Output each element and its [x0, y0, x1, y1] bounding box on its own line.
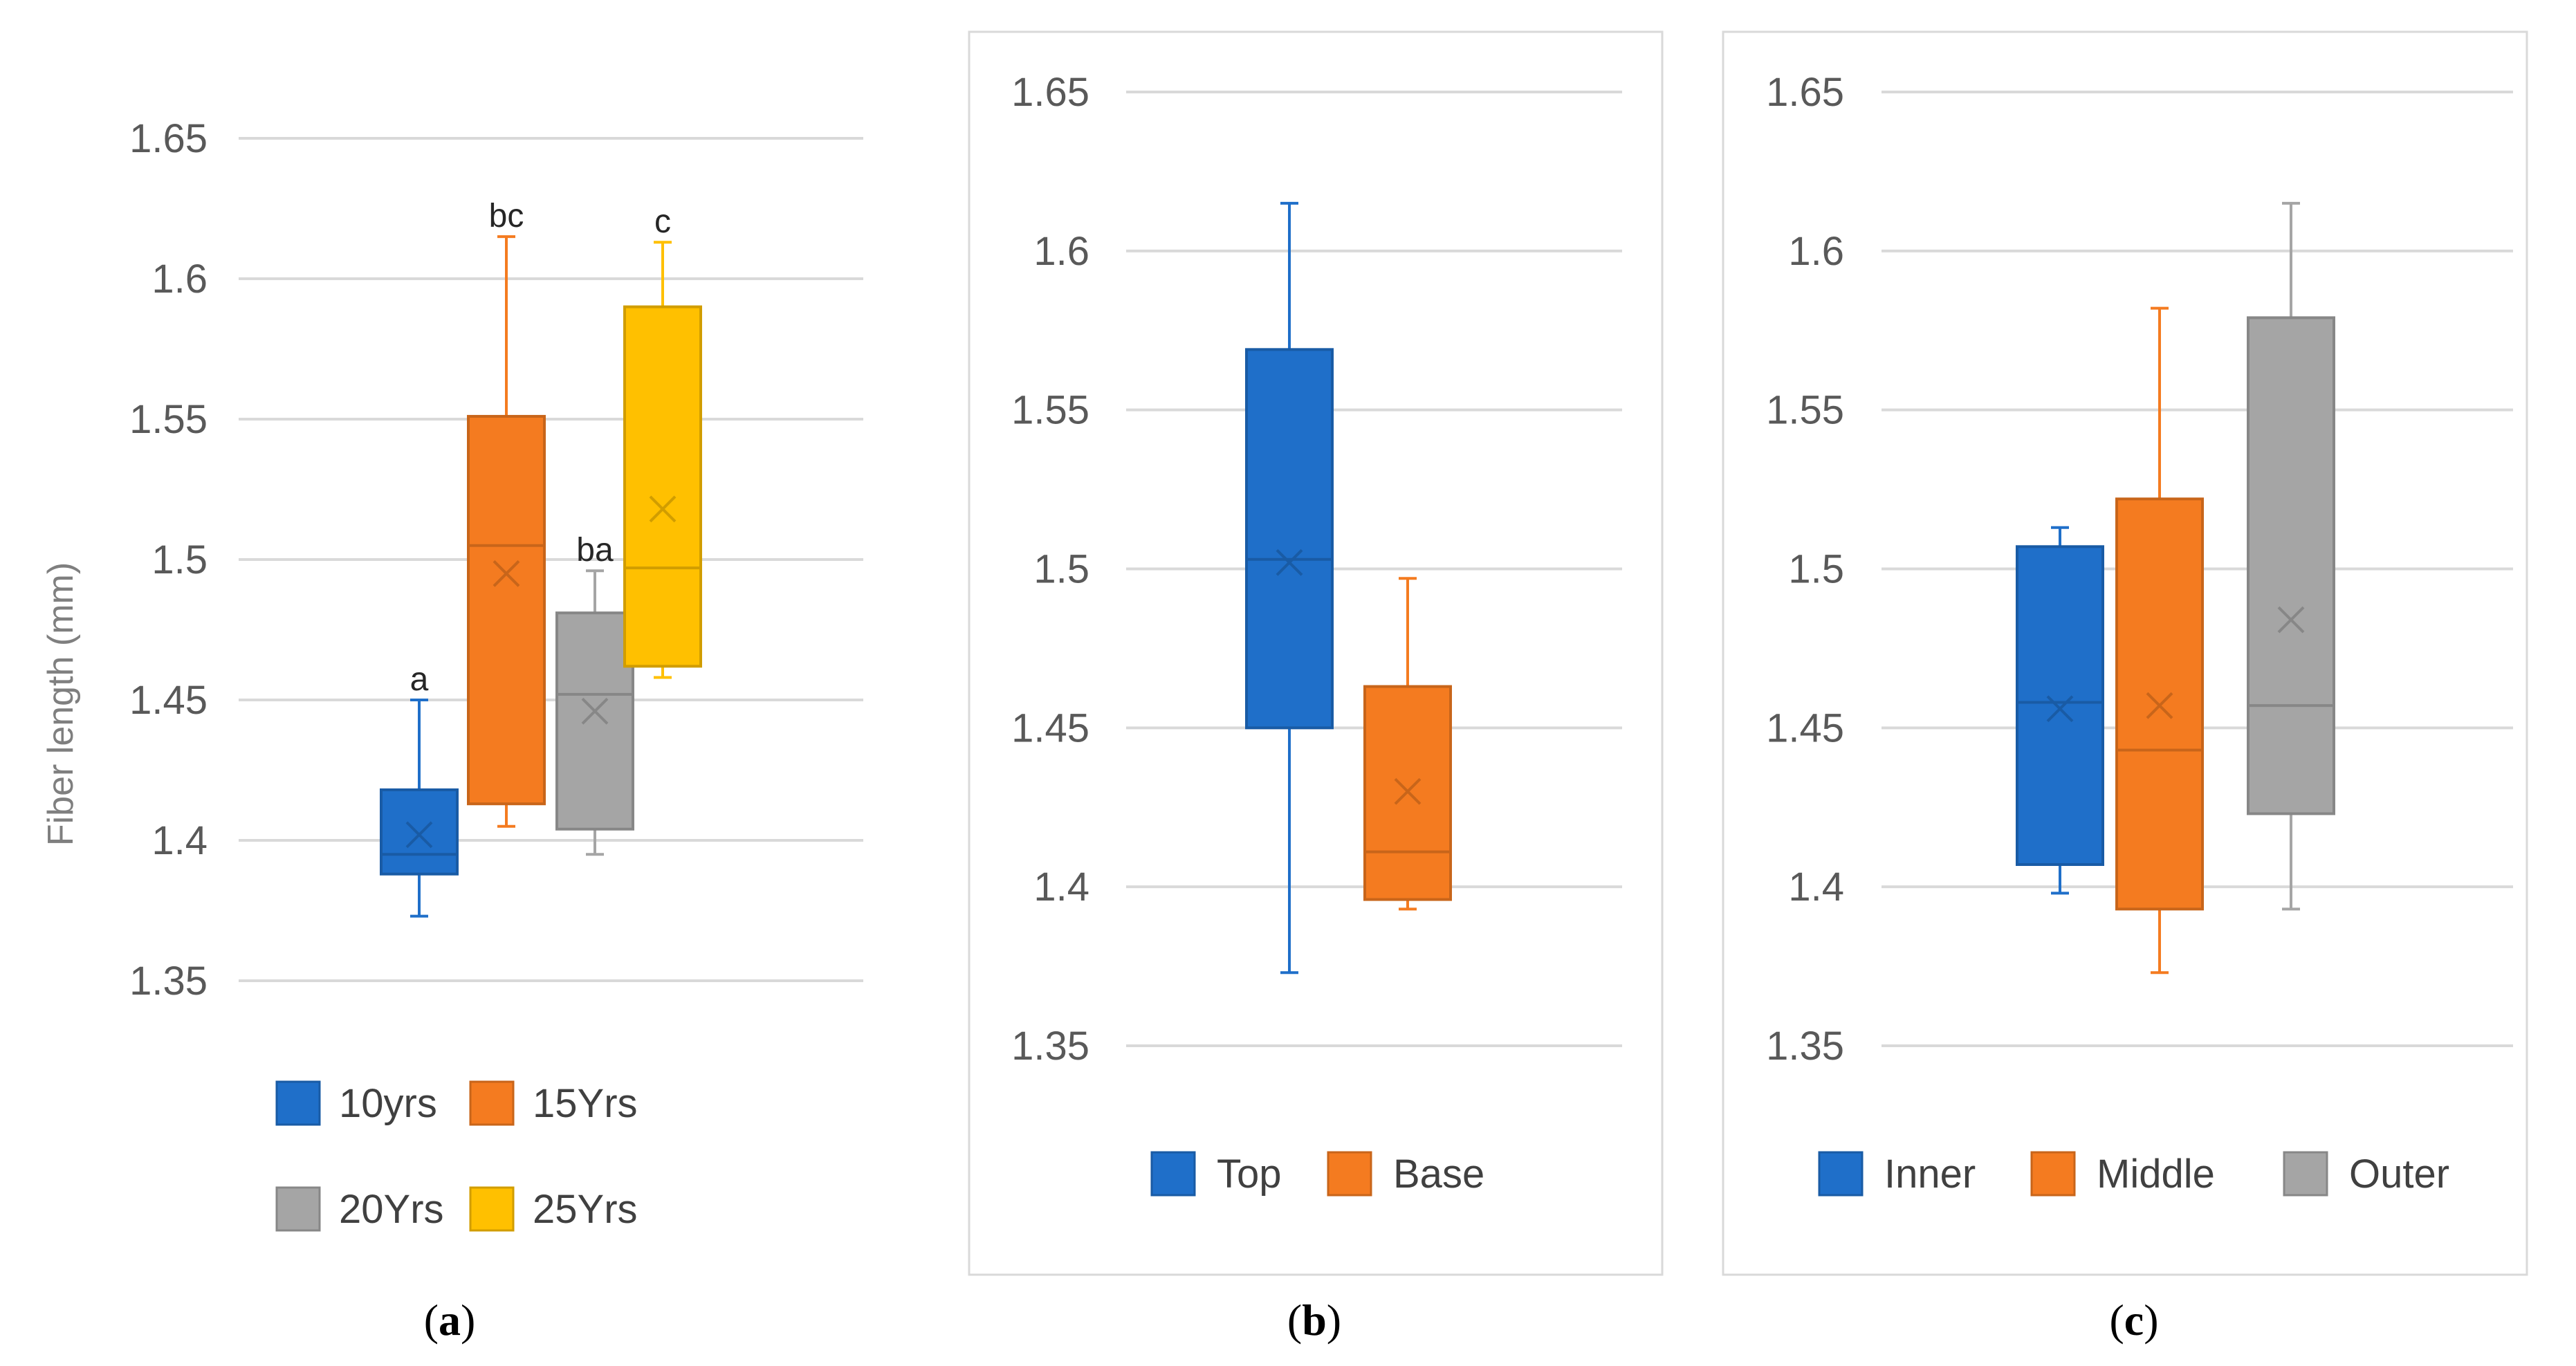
legend-label-15yrs: 15Yrs	[533, 1081, 638, 1126]
y-tick-label: 1.4	[151, 818, 208, 863]
box-top	[1245, 348, 1334, 730]
y-tick-label: 1.6	[151, 257, 208, 302]
box-20yrs	[555, 611, 634, 831]
mean-marker-25yrs	[649, 495, 677, 523]
panel-c-legend: Inner Middle Outer	[1818, 1151, 2449, 1197]
box-inner	[2016, 545, 2104, 866]
panel-c-label: (c)	[2109, 1295, 2158, 1345]
legend-swatch-inner	[1818, 1151, 1864, 1197]
y-tick-label: 1.55	[1011, 388, 1089, 433]
panel-c-chart: 1.35 1.4 1.45 1.5 1.55 1.6 1.65 Inner Middle Out…	[1722, 30, 2528, 1345]
panel-b-legend: Top Base	[1150, 1151, 1484, 1197]
significance-letter-25yrs: c	[654, 203, 671, 240]
legend-label-20yrs: 20Yrs	[339, 1187, 444, 1232]
panel-a-gridlines	[239, 137, 863, 982]
legend-label-10yrs: 10yrs	[339, 1081, 437, 1126]
y-tick-label: 1.45	[129, 678, 208, 723]
panel-a-boxes	[380, 235, 702, 918]
panel-a-legend: 10yrs 15Yrs 20Yrs 25Yrs	[275, 1080, 638, 1232]
legend-swatch-25yrs	[469, 1186, 515, 1232]
legend-swatch-10yrs	[275, 1080, 321, 1126]
y-tick-label: 1.5	[151, 537, 208, 582]
box-25yrs	[623, 305, 702, 668]
mean-marker-inner	[2046, 695, 2074, 723]
legend-label-middle: Middle	[2097, 1152, 2215, 1197]
y-tick-label: 1.55	[1766, 388, 1844, 433]
y-tick-label: 1.65	[1766, 70, 1844, 115]
y-tick-label: 1.5	[1788, 547, 1844, 592]
mean-marker-15yrs	[493, 560, 520, 587]
significance-letter-20yrs: ba	[576, 532, 614, 569]
panel-a-significance-letters: a bc ba c	[410, 198, 671, 698]
mean-marker-10yrs	[405, 821, 433, 849]
legend-swatch-outer	[2283, 1151, 2328, 1197]
legend-swatch-15yrs	[469, 1080, 515, 1126]
y-tick-label: 1.35	[1766, 1024, 1844, 1069]
significance-letter-10yrs: a	[410, 661, 429, 698]
y-tick-label: 1.4	[1788, 865, 1844, 910]
legend-label-top: Top	[1217, 1152, 1282, 1197]
box-10yrs	[380, 788, 459, 876]
y-tick-label: 1.6	[1788, 229, 1844, 274]
mean-marker-20yrs	[581, 697, 609, 725]
y-tick-label: 1.35	[1011, 1024, 1089, 1069]
y-tick-label: 1.65	[129, 116, 208, 161]
mean-marker-base	[1394, 777, 1422, 805]
panel-b-y-ticks: 1.35 1.4 1.45 1.5 1.55 1.6 1.65	[1011, 70, 1089, 1069]
y-tick-label: 1.45	[1011, 705, 1089, 750]
y-tick-label: 1.6	[1033, 229, 1089, 274]
legend-swatch-20yrs	[275, 1186, 321, 1232]
panel-b-label: (b)	[1287, 1295, 1341, 1345]
y-tick-label: 1.45	[1766, 705, 1844, 750]
legend-label-inner: Inner	[1884, 1152, 1976, 1197]
panel-b-boxes	[1245, 201, 1452, 975]
legend-swatch-base	[1327, 1151, 1372, 1197]
panel-a-chart: Fiber length (mm) 1.351.41.451.51.551.61…	[41, 116, 863, 1345]
panel-c-y-ticks: 1.35 1.4 1.45 1.5 1.55 1.6 1.65	[1766, 70, 1844, 1069]
legend-label-base: Base	[1393, 1152, 1484, 1197]
box-outer	[2247, 316, 2335, 815]
y-tick-label: 1.5	[1033, 547, 1089, 592]
legend-label-outer: Outer	[2349, 1152, 2449, 1197]
y-tick-label: 1.65	[1011, 70, 1089, 115]
box-15yrs	[467, 414, 546, 806]
mean-marker-outer	[2277, 606, 2305, 634]
panel-a-y-ticks: 1.35 1.4 1.45 1.5 1.55 1.6 1.65	[129, 116, 208, 1004]
mean-marker-top	[1276, 548, 1303, 576]
significance-letter-15yrs: bc	[489, 198, 524, 234]
y-tick-label: 1.4	[1033, 865, 1089, 910]
mean-marker-middle	[2146, 692, 2173, 719]
panel-a-label: (a)	[424, 1295, 476, 1345]
legend-swatch-top	[1150, 1151, 1196, 1197]
panel-b-chart: 1.35 1.4 1.45 1.5 1.55 1.6 1.65 Top Base (b)	[968, 30, 1664, 1345]
legend-label-25yrs: 25Yrs	[533, 1187, 638, 1232]
y-tick-label: 1.35	[129, 959, 208, 1004]
panel-c-boxes	[2016, 201, 2335, 975]
legend-swatch-middle	[2030, 1151, 2076, 1197]
y-tick-label: 1.55	[129, 397, 208, 442]
panel-a-y-axis-label: Fiber length (mm)	[41, 562, 81, 846]
